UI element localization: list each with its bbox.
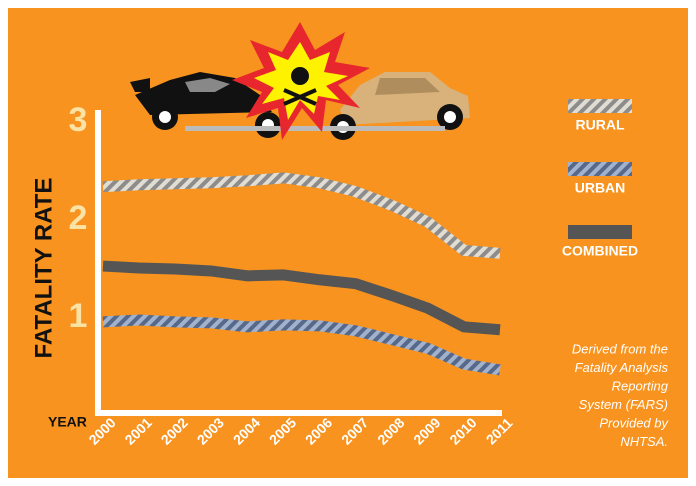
annotation-line: Fatality Analysis [575, 360, 669, 375]
legend-swatch [568, 225, 632, 239]
y-tick-label: 1 [69, 297, 88, 335]
annotation-line: Derived from the [572, 341, 668, 356]
x-axis-label: YEAR [48, 414, 87, 430]
legend-label: COMBINED [562, 243, 638, 259]
series-line [102, 172, 501, 259]
y-tick-label: 3 [69, 101, 88, 139]
legend-label: RURAL [576, 117, 625, 133]
annotation-line: System (FARS) [579, 397, 668, 412]
legend-swatch [568, 99, 632, 113]
y-tick-label: 2 [69, 199, 88, 237]
annotation-line: Provided by [599, 415, 669, 430]
annotation: Derived from the Fatality Analysis Reporti… [572, 341, 670, 449]
series-line [102, 260, 501, 336]
annotation-line: Reporting [612, 378, 669, 393]
background [8, 8, 688, 478]
series-line [102, 314, 501, 376]
y-axis-label: FATALITY RATE [30, 178, 57, 359]
legend-label: URBAN [575, 180, 626, 196]
legend-swatch [568, 162, 632, 176]
crash-illustration [130, 22, 470, 140]
annotation-line: NHTSA. [620, 434, 668, 449]
